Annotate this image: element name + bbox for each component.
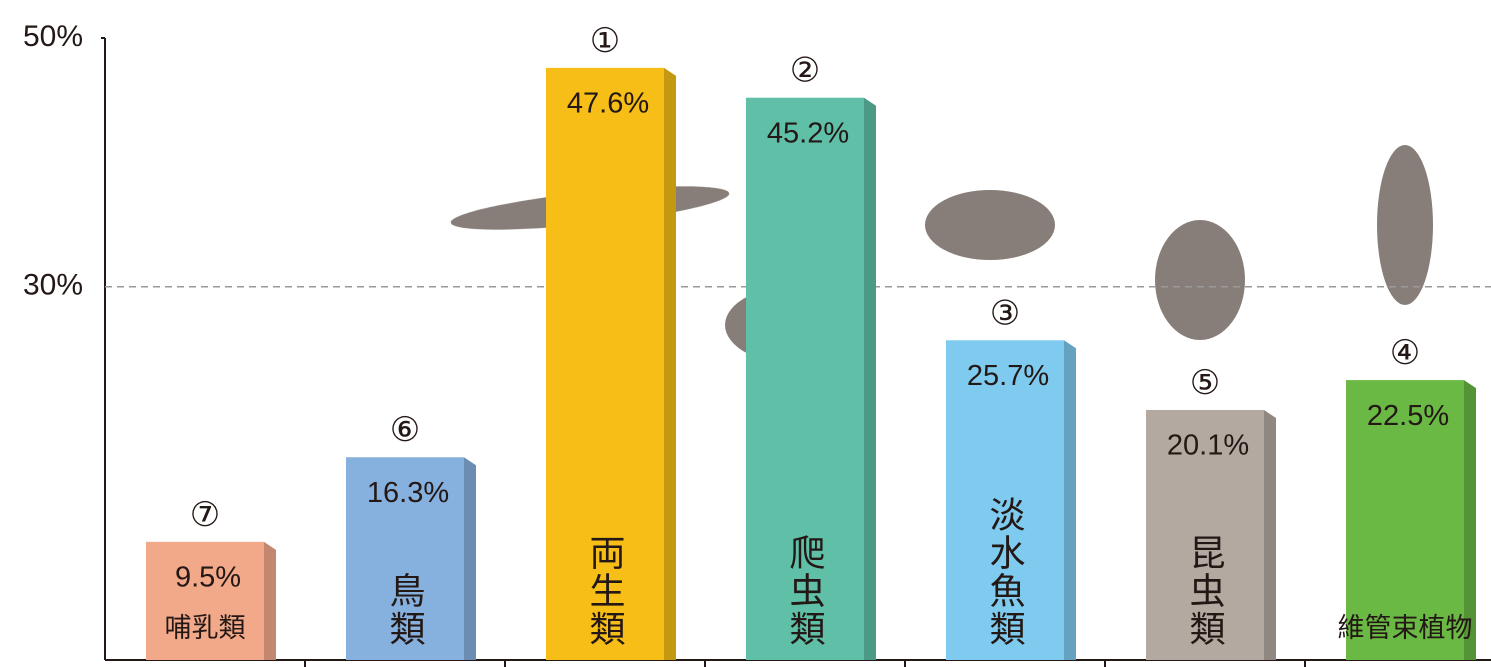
rank-label: ⑦ [190,496,220,534]
rank-label: ④ [1390,334,1420,372]
rank-label: ⑤ [1190,364,1220,402]
value-label: 25.7% [967,360,1049,392]
category-label: 哺乳類 [165,613,246,643]
bar-side [264,542,276,660]
rank-label: ③ [990,294,1020,332]
category-label: 爬虫類 [785,534,826,648]
category-label: 両生類 [585,534,626,648]
value-label: 45.2% [767,117,849,149]
rank-label: ② [790,52,820,90]
category-label: 維管束植物 [1338,613,1473,643]
y-tick-label: 30% [23,269,83,302]
rank-label: ① [590,22,620,60]
y-tick-label: 50% [23,20,83,53]
value-label: 22.5% [1367,400,1449,432]
bar-side [464,457,476,660]
value-label: 47.6% [567,88,649,120]
rank-label: ⑥ [390,411,420,449]
chart: 30% 50% ⑦ 9.5% 哺乳類 ⑥ 16.3% 鳥類 ① 47.6% 両生類 ② 45.2% 爬虫類… [0,0,1491,667]
category-label: 淡水魚類 [985,496,1026,648]
category-label: 昆虫類 [1185,534,1226,648]
value-label: 20.1% [1167,430,1249,462]
bar-side [1264,410,1276,660]
bar-side [1064,340,1076,660]
value-label: 9.5% [175,561,241,593]
bar-side [864,98,876,660]
bar-side [664,68,676,660]
value-label: 16.3% [367,477,449,509]
category-label: 鳥類 [385,572,426,648]
